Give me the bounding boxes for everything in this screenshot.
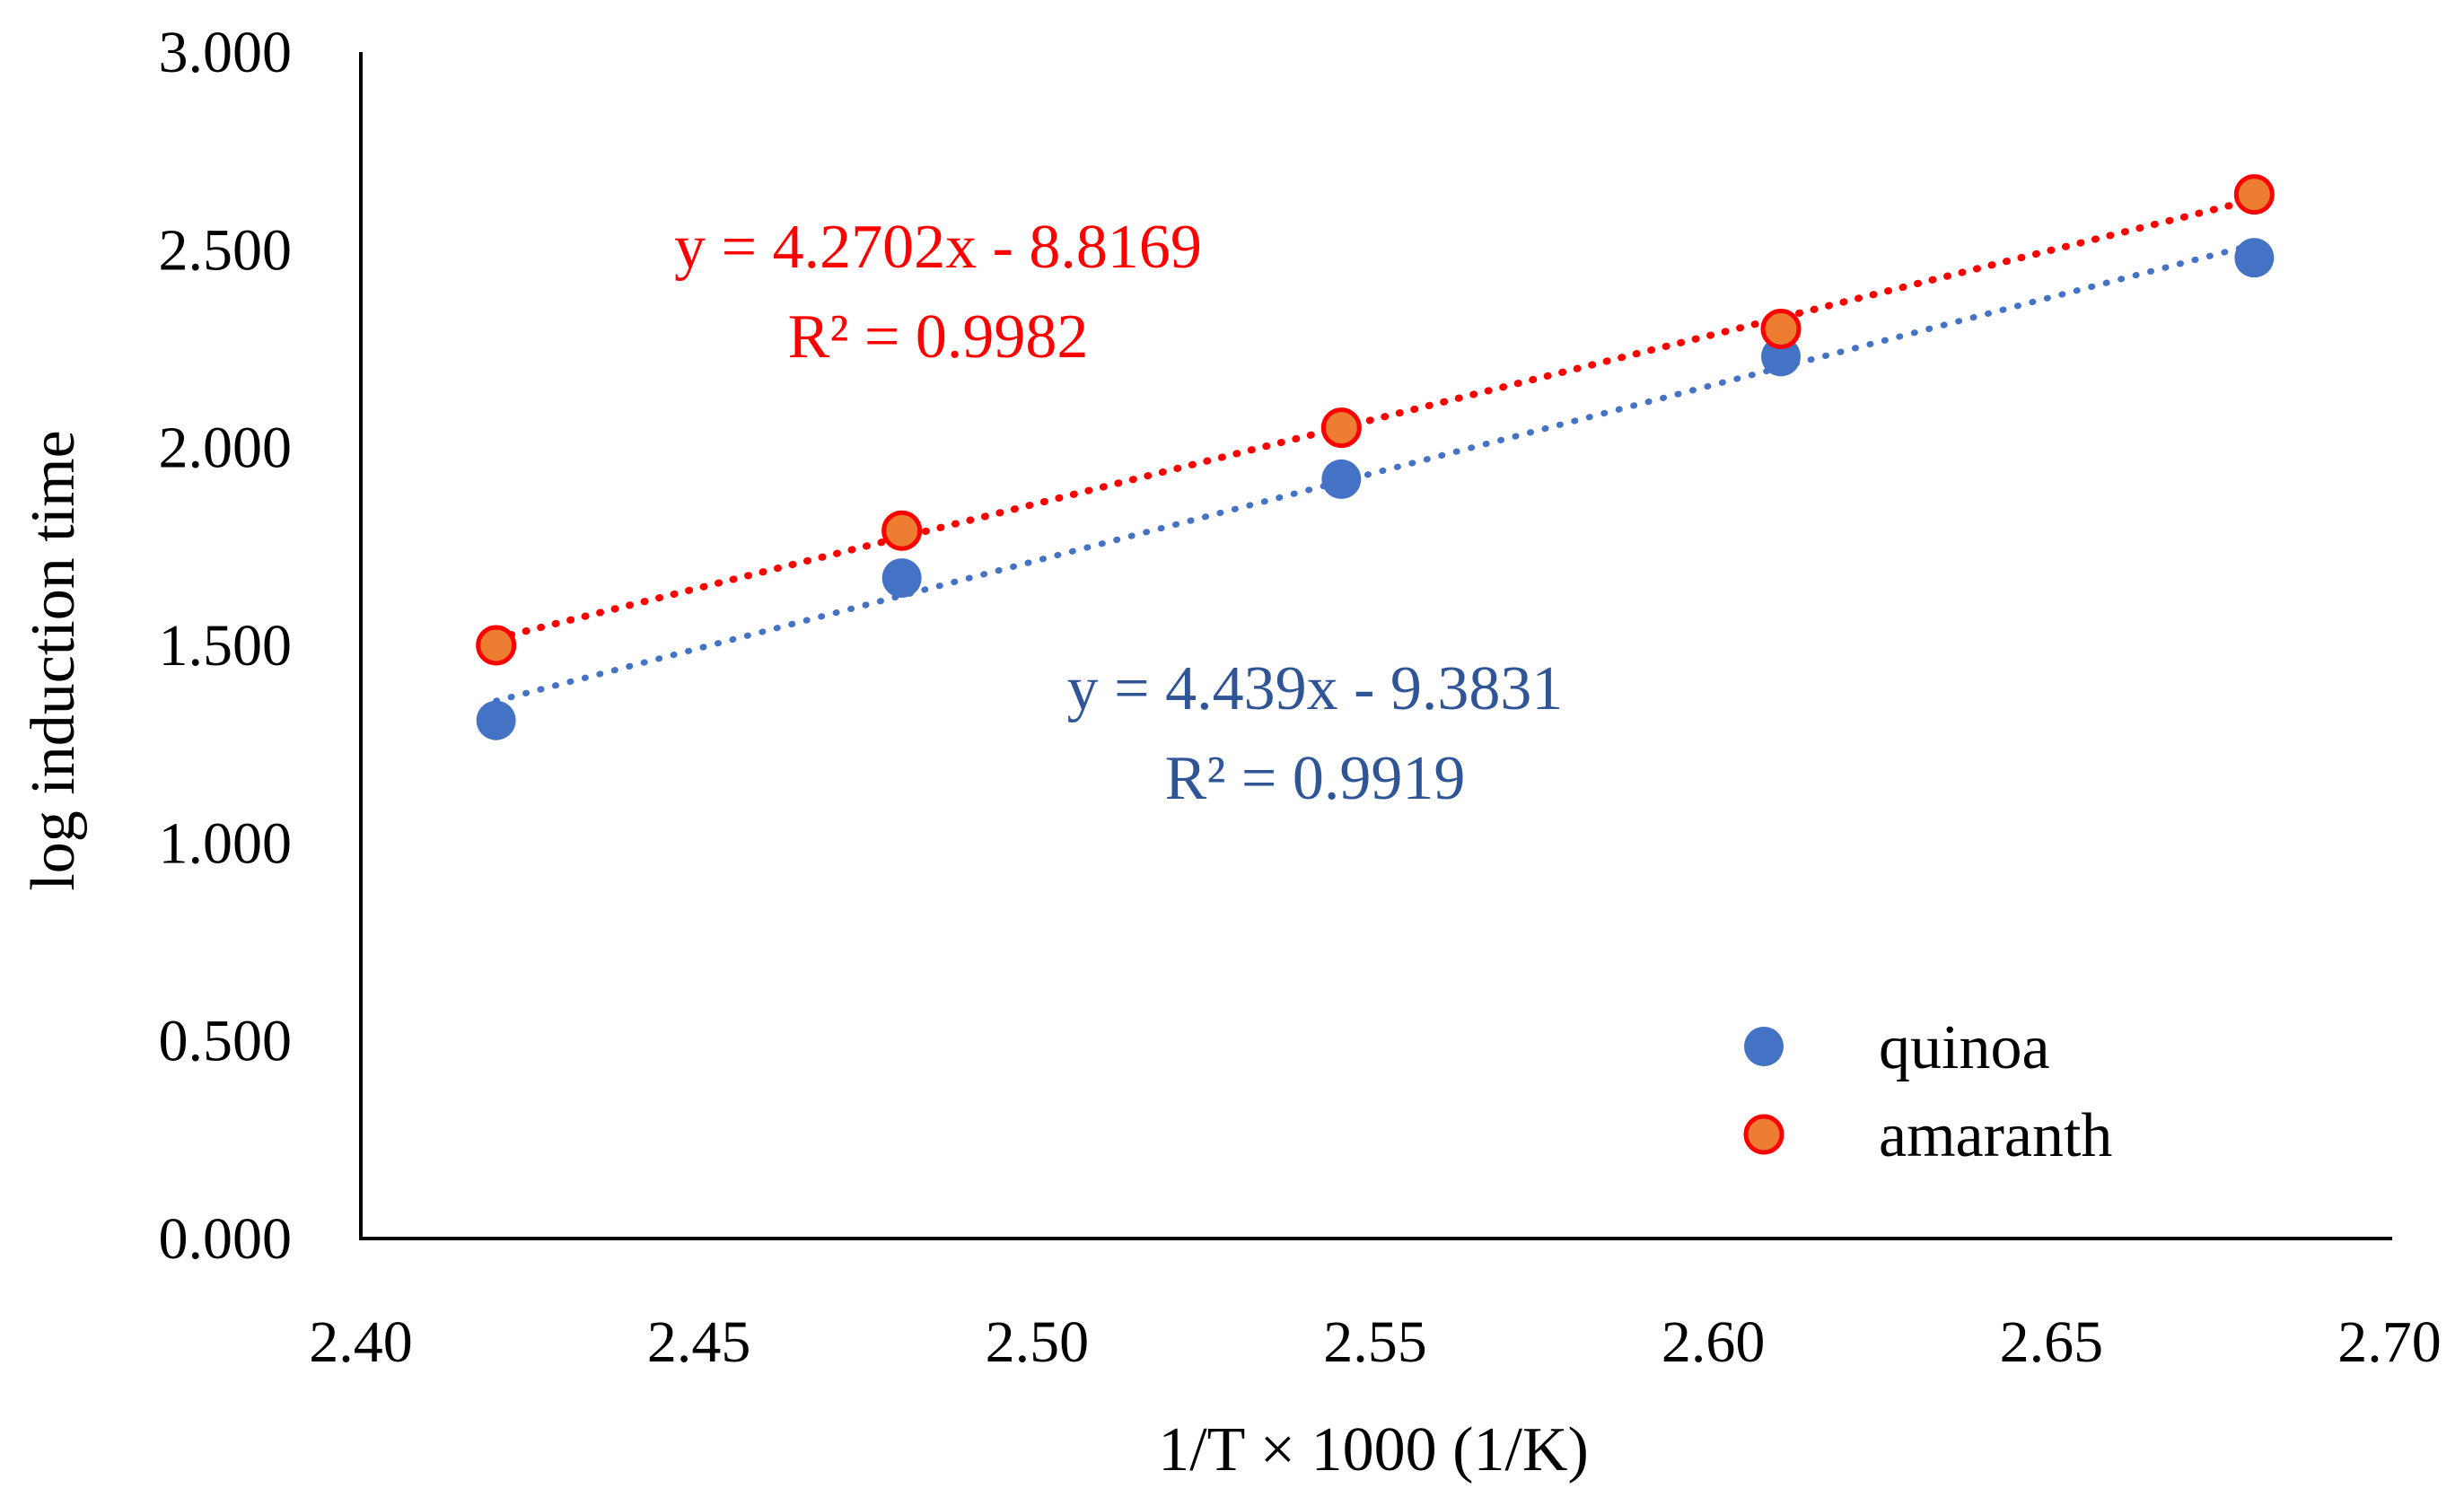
- quinoa-point: [2234, 238, 2275, 278]
- y-tick-label: 1.500: [159, 613, 293, 678]
- legend-amaranth-label: amaranth: [1879, 1101, 2112, 1170]
- quinoa-equation: y = 4.439x - 9.3831: [1067, 654, 1564, 723]
- amaranth-point: [1760, 308, 1802, 349]
- trendlines: [492, 196, 2258, 705]
- axes: [359, 52, 2392, 1240]
- y-tick-label: 0.000: [159, 1206, 293, 1272]
- quinoa-equation-annotation: y = 4.439x - 9.3831 R² = 0.9919: [1067, 654, 1564, 813]
- x-tick-label: 2.55: [1323, 1309, 1427, 1375]
- amaranth-point: [2233, 174, 2275, 215]
- x-tick-label: 2.60: [1662, 1309, 1766, 1375]
- y-tick-labels: 0.000 0.500 1.000 1.500 2.000 2.500 3.000: [159, 20, 293, 1272]
- quinoa-point: [1761, 337, 1801, 377]
- y-tick-label: 1.000: [159, 810, 293, 876]
- x-tick-labels: 2.40 2.45 2.50 2.55 2.60 2.65 2.70: [309, 1309, 2442, 1375]
- legend: quinoa amaranth: [1743, 1013, 2112, 1170]
- amaranth-r2: R² = 0.9982: [788, 302, 1089, 372]
- y-axis-title: log induction time: [19, 430, 88, 890]
- y-tick-label: 2.000: [159, 416, 293, 481]
- data-points: [476, 174, 2275, 740]
- amaranth-point: [881, 510, 923, 551]
- amaranth-equation: y = 4.2702x - 8.8169: [674, 213, 1202, 282]
- quinoa-r2: R² = 0.9919: [1165, 744, 1466, 813]
- amaranth-trendline: [492, 196, 2258, 643]
- legend-quinoa-marker: [1744, 1027, 1784, 1066]
- x-tick-label: 2.40: [309, 1309, 413, 1375]
- quinoa-trendline: [493, 241, 2258, 705]
- x-tick-label: 2.70: [2337, 1309, 2442, 1375]
- legend-quinoa-label: quinoa: [1879, 1013, 2050, 1082]
- x-tick-label: 2.50: [986, 1309, 1090, 1375]
- y-tick-label: 2.500: [159, 217, 293, 283]
- amaranth-equation-annotation: y = 4.2702x - 8.8169 R² = 0.9982: [674, 213, 1202, 372]
- x-tick-label: 2.65: [2000, 1309, 2104, 1375]
- amaranth-point: [476, 625, 517, 666]
- quinoa-point: [1321, 459, 1362, 499]
- amaranth-point: [1320, 407, 1362, 449]
- quinoa-point: [881, 558, 922, 599]
- y-tick-label: 0.500: [159, 1009, 293, 1074]
- x-axis-title: 1/T × 1000 (1/K): [1158, 1415, 1589, 1484]
- legend-amaranth-marker: [1743, 1114, 1784, 1155]
- quinoa-point: [476, 700, 516, 740]
- y-tick-label: 3.000: [159, 20, 293, 85]
- x-tick-label: 2.45: [647, 1309, 751, 1375]
